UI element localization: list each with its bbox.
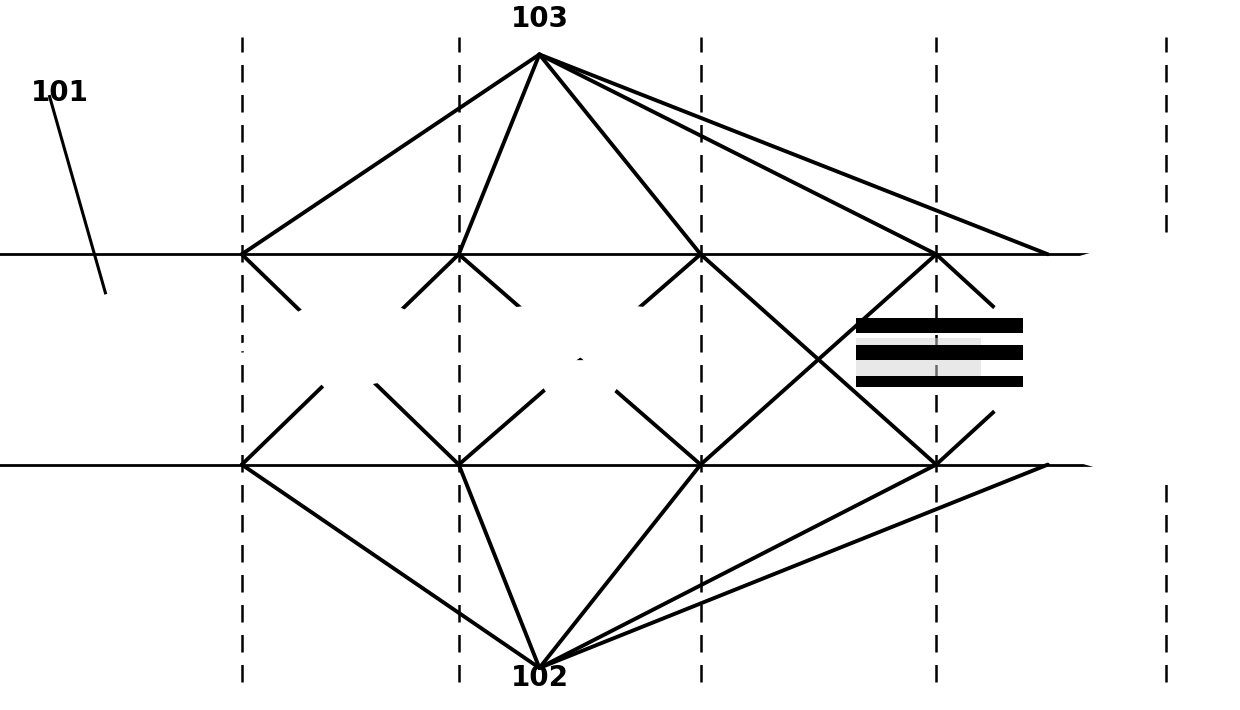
Polygon shape [522,360,639,410]
Polygon shape [300,362,392,410]
Bar [856,318,1023,334]
Bar [856,376,1023,388]
Circle shape [569,305,686,371]
Bar [0,254,1240,464]
Bar [856,345,1023,360]
Circle shape [19,300,229,419]
Text: 103: 103 [511,6,568,33]
Circle shape [475,305,591,371]
Bar [856,339,981,381]
Polygon shape [40,331,208,388]
Circle shape [973,240,1240,479]
Circle shape [784,400,878,453]
Text: 101: 101 [31,79,89,107]
Circle shape [784,266,878,320]
Circle shape [553,323,608,354]
Text: 102: 102 [511,665,568,692]
Circle shape [277,298,430,386]
Circle shape [81,335,167,384]
